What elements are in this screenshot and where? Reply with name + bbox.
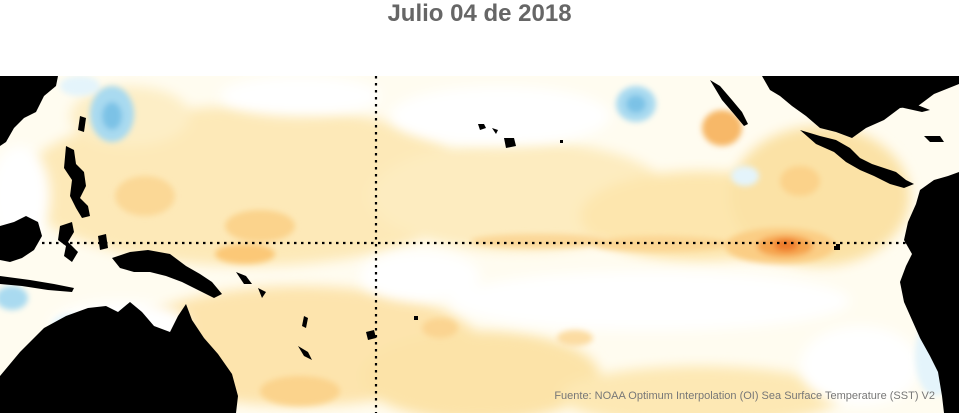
- land-central-america: [800, 130, 914, 188]
- land-hawaii: [478, 124, 516, 148]
- land-hispaniola: [924, 136, 944, 142]
- land-philippines-north: [78, 116, 86, 132]
- moderate-warm-patches: [115, 110, 820, 406]
- warm-anomaly-field: [20, 86, 910, 413]
- land-solomons-2: [258, 288, 266, 298]
- land-galapagos: [834, 246, 840, 250]
- source-credit: Fuente: NOAA Optimum Interpolation (OI) …: [554, 390, 935, 402]
- land-new-guinea: [112, 250, 222, 298]
- reference-lines: [0, 76, 959, 413]
- land-lesser-sunda: [0, 276, 74, 292]
- land-fiji: [366, 330, 376, 340]
- equatorial-warm-core: [725, 228, 835, 264]
- land-solomons: [236, 272, 252, 284]
- land-borneo: [0, 216, 42, 262]
- map-title: Julio 04 de 2018: [387, 0, 572, 27]
- land-philippines: [64, 146, 90, 218]
- land-sulawesi: [58, 222, 78, 262]
- land-masses: [0, 76, 959, 413]
- land-baja-california: [710, 80, 748, 126]
- land-vanuatu: [302, 316, 308, 328]
- sst-anomaly-map: [0, 76, 959, 413]
- land-moluccas: [98, 234, 108, 250]
- land-north-america: [704, 76, 959, 138]
- land-south-america: [900, 172, 959, 413]
- land-asia: [0, 76, 58, 146]
- land-cuba: [880, 96, 930, 112]
- land-australia: [0, 302, 238, 413]
- land-new-caledonia: [298, 346, 312, 360]
